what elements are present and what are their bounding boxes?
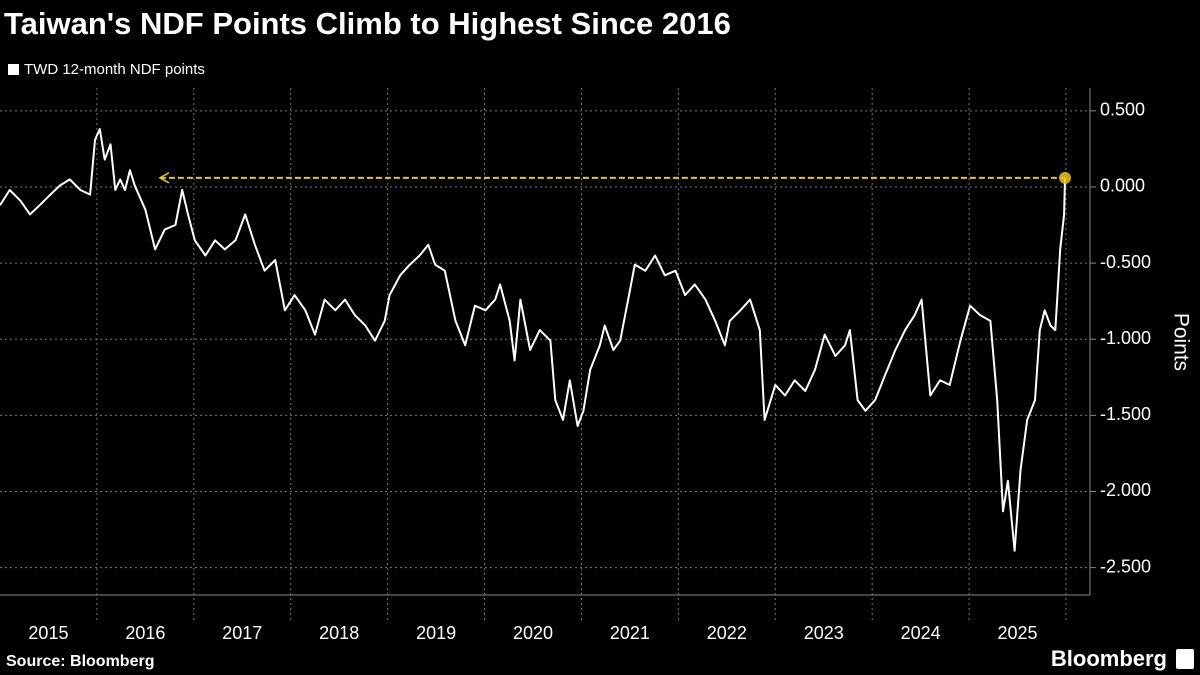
legend-swatch — [8, 64, 19, 75]
y-tick-label: -1.500 — [1100, 404, 1151, 424]
x-tick-label: 2019 — [416, 623, 456, 643]
x-tick-label: 2024 — [901, 623, 941, 643]
y-tick-label: -0.500 — [1100, 252, 1151, 272]
legend-label: TWD 12-month NDF points — [24, 61, 205, 78]
y-axis-title: Points — [1169, 313, 1192, 371]
reference-arrow — [158, 172, 170, 184]
y-tick-label: -1.000 — [1100, 328, 1151, 348]
y-tick-label: -2.000 — [1100, 480, 1151, 500]
brand-icon — [1176, 649, 1194, 669]
brand: Bloomberg — [1051, 646, 1167, 671]
x-tick-label: 2020 — [513, 623, 553, 643]
line-series — [0, 128, 1066, 552]
x-tick-label: 2018 — [319, 623, 359, 643]
x-tick-label: 2023 — [804, 623, 844, 643]
y-tick-label: -2.500 — [1100, 556, 1151, 576]
x-tick-label: 2022 — [707, 623, 747, 643]
source: Source: Bloomberg — [6, 653, 154, 670]
y-tick-label: 0.500 — [1100, 100, 1145, 120]
x-tick-label: 2017 — [222, 623, 262, 643]
x-tick-label: 2021 — [610, 623, 650, 643]
chart-title: Taiwan's NDF Points Climb to Highest Sin… — [4, 6, 731, 41]
reference-dot — [1059, 171, 1072, 184]
x-tick-label: 2016 — [125, 623, 165, 643]
x-tick-label: 2015 — [28, 623, 68, 643]
y-tick-label: 0.000 — [1100, 176, 1145, 196]
x-tick-label: 2025 — [998, 623, 1038, 643]
